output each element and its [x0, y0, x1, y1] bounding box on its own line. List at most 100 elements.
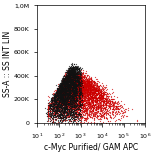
Point [67, 74, 69, 77]
Point [62, 88, 64, 91]
Point [63, 111, 65, 113]
Point [75, 99, 78, 101]
Point [72, 94, 74, 97]
Point [65, 89, 68, 92]
Point [77, 83, 80, 85]
Point [71, 78, 73, 81]
Point [67, 102, 69, 104]
Point [72, 87, 74, 89]
Point [67, 91, 69, 94]
Point [71, 71, 74, 73]
Point [62, 106, 64, 108]
Point [65, 84, 68, 87]
Point [79, 92, 82, 95]
Point [88, 92, 90, 95]
Point [76, 116, 79, 118]
Point [71, 69, 73, 72]
Point [79, 75, 81, 78]
Point [115, 113, 117, 115]
Point [100, 104, 102, 107]
Point [79, 99, 82, 101]
Point [75, 73, 78, 75]
Point [64, 92, 66, 94]
Point [81, 81, 83, 84]
Point [91, 104, 94, 106]
Point [54, 93, 57, 96]
Point [69, 82, 72, 84]
Point [66, 85, 69, 87]
Point [78, 89, 80, 91]
Point [55, 89, 57, 91]
Point [104, 99, 106, 102]
Point [86, 74, 89, 76]
Point [79, 86, 82, 89]
Point [92, 87, 94, 90]
Point [65, 102, 67, 104]
Point [73, 80, 75, 82]
Point [79, 76, 82, 79]
Point [60, 99, 62, 102]
Point [72, 95, 75, 97]
Point [78, 91, 80, 94]
Point [71, 86, 73, 88]
Point [63, 105, 65, 107]
Point [109, 111, 111, 113]
Point [58, 86, 60, 88]
Point [47, 107, 49, 110]
Point [83, 76, 85, 78]
Point [65, 117, 67, 119]
Point [54, 91, 57, 94]
Point [75, 101, 78, 104]
Point [82, 105, 85, 107]
Point [67, 112, 70, 115]
Point [75, 76, 78, 79]
Point [64, 86, 67, 88]
Point [65, 90, 68, 92]
Point [82, 99, 84, 101]
Point [73, 79, 75, 82]
Point [63, 94, 65, 97]
Point [69, 88, 71, 91]
Point [50, 101, 53, 104]
Point [86, 97, 88, 100]
Point [73, 88, 75, 91]
Point [88, 100, 90, 102]
Point [77, 68, 79, 70]
Point [57, 112, 60, 115]
Point [84, 99, 86, 102]
Point [63, 93, 65, 96]
Point [95, 93, 97, 96]
Point [50, 104, 53, 107]
Point [60, 109, 62, 112]
Point [64, 85, 67, 87]
Point [78, 80, 80, 82]
Point [86, 112, 88, 115]
Point [89, 93, 91, 95]
Point [68, 87, 71, 89]
Point [61, 94, 64, 97]
Point [112, 111, 115, 113]
Point [75, 113, 78, 116]
Point [100, 93, 102, 95]
Point [50, 102, 52, 104]
Point [53, 93, 56, 96]
Point [52, 98, 54, 101]
Point [64, 77, 66, 80]
Point [57, 91, 59, 93]
Point [79, 79, 82, 81]
Point [73, 93, 76, 95]
Point [78, 97, 80, 99]
Point [54, 99, 57, 102]
Point [64, 83, 66, 86]
Point [79, 77, 81, 79]
Point [70, 69, 72, 72]
Point [113, 102, 115, 104]
Point [78, 98, 81, 101]
Point [68, 78, 71, 81]
Point [94, 88, 96, 90]
Point [81, 79, 83, 81]
Point [82, 84, 84, 86]
Point [104, 97, 107, 99]
Point [71, 103, 73, 105]
Point [81, 84, 83, 87]
